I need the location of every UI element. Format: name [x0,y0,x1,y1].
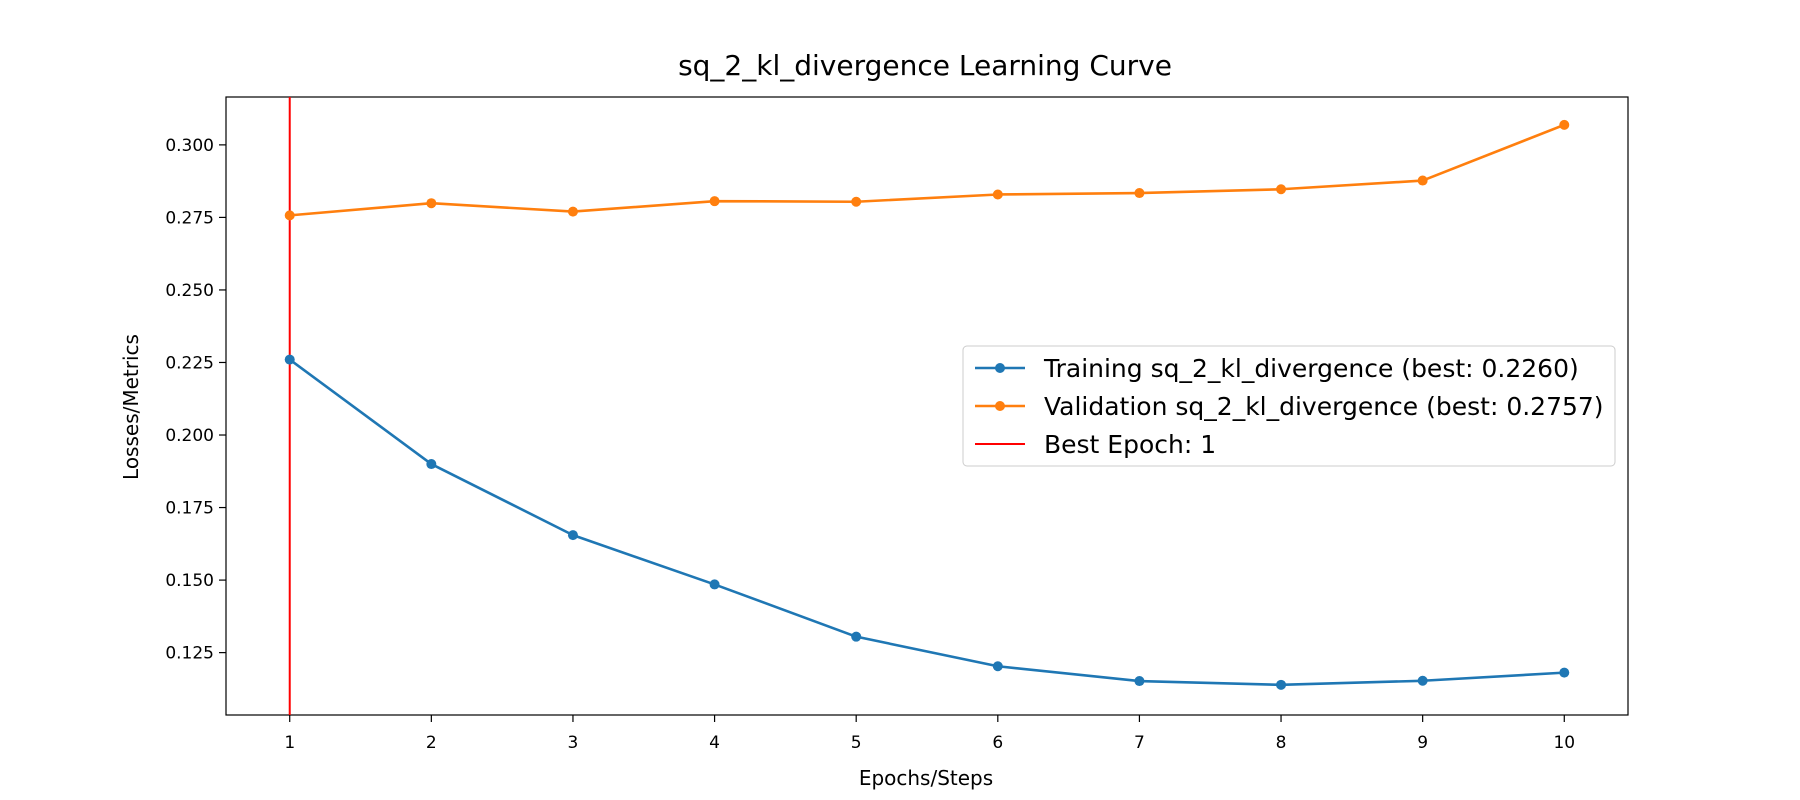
y-axis-label: Losses/Metrics [119,334,143,480]
data-point [426,198,437,209]
legend-marker [995,401,1005,411]
series-layer [284,119,1570,690]
data-point [284,210,295,221]
x-tick-label: 9 [1417,733,1428,753]
x-tick-label: 3 [568,733,579,753]
data-point [284,354,295,365]
y-tick-label: 0.225 [165,353,214,373]
x-tick-label: 2 [426,733,437,753]
series-line [289,123,1565,217]
data-point [1276,679,1287,690]
y-axis: 0.125 0.150 0.175 0.200 0.225 0.250 0.275 0.300 [165,136,226,664]
series-line [288,358,1565,687]
plot-frame [225,96,1629,716]
x-tick-label: 10 [1553,733,1575,753]
data-point [851,631,862,642]
x-axis: 1 2 3 4 5 6 7 8 9 10 [284,715,1575,753]
series-1 [284,119,1570,221]
x-tick-label: 5 [851,733,862,753]
data-point [1417,175,1428,186]
data-point [1559,667,1570,678]
x-tick-label: 4 [709,733,720,753]
legend-box [962,345,1616,467]
y-tick-label: 0.275 [165,208,214,228]
data-point [709,196,720,207]
y-tick-label: 0.200 [165,426,214,446]
data-point [567,530,578,541]
y-tick-label: 0.150 [165,571,214,591]
data-point [992,189,1003,200]
data-point [1417,675,1428,686]
legend-entry: Validation sq_2_kl_divergence (best: 0.2… [975,392,1604,421]
data-point [426,459,437,470]
y-tick-label: 0.175 [165,499,214,519]
y-tick-label: 0.250 [165,281,214,301]
legend-label: Validation sq_2_kl_divergence (best: 0.2… [1044,392,1604,421]
x-tick-label: 6 [992,733,1003,753]
x-tick-label: 7 [1134,733,1145,753]
y-tick-label: 0.125 [165,644,214,664]
legend-label: Training sq_2_kl_divergence (best: 0.226… [1043,354,1579,383]
chart-title: sq_2_kl_divergence Learning Curve [678,49,1172,82]
legend: Training sq_2_kl_divergence (best: 0.226… [962,345,1616,467]
data-point [851,196,862,207]
x-axis-label: Epochs/Steps [859,766,993,790]
data-point [709,579,720,590]
series-0 [284,354,1570,690]
legend-label: Best Epoch: 1 [1044,430,1216,459]
legend-marker [995,363,1005,373]
y-tick-label: 0.300 [165,136,214,156]
x-tick-label: 1 [284,733,295,753]
data-point [992,661,1003,672]
legend-entry: Best Epoch: 1 [975,430,1216,459]
data-point [1559,119,1570,130]
data-point [567,206,578,217]
data-point [1134,676,1145,687]
plot-area [225,96,1629,716]
x-tick-label: 8 [1276,733,1287,753]
data-point [1134,188,1145,199]
data-point [1276,184,1287,195]
legend-entry: Training sq_2_kl_divergence (best: 0.226… [975,354,1579,383]
